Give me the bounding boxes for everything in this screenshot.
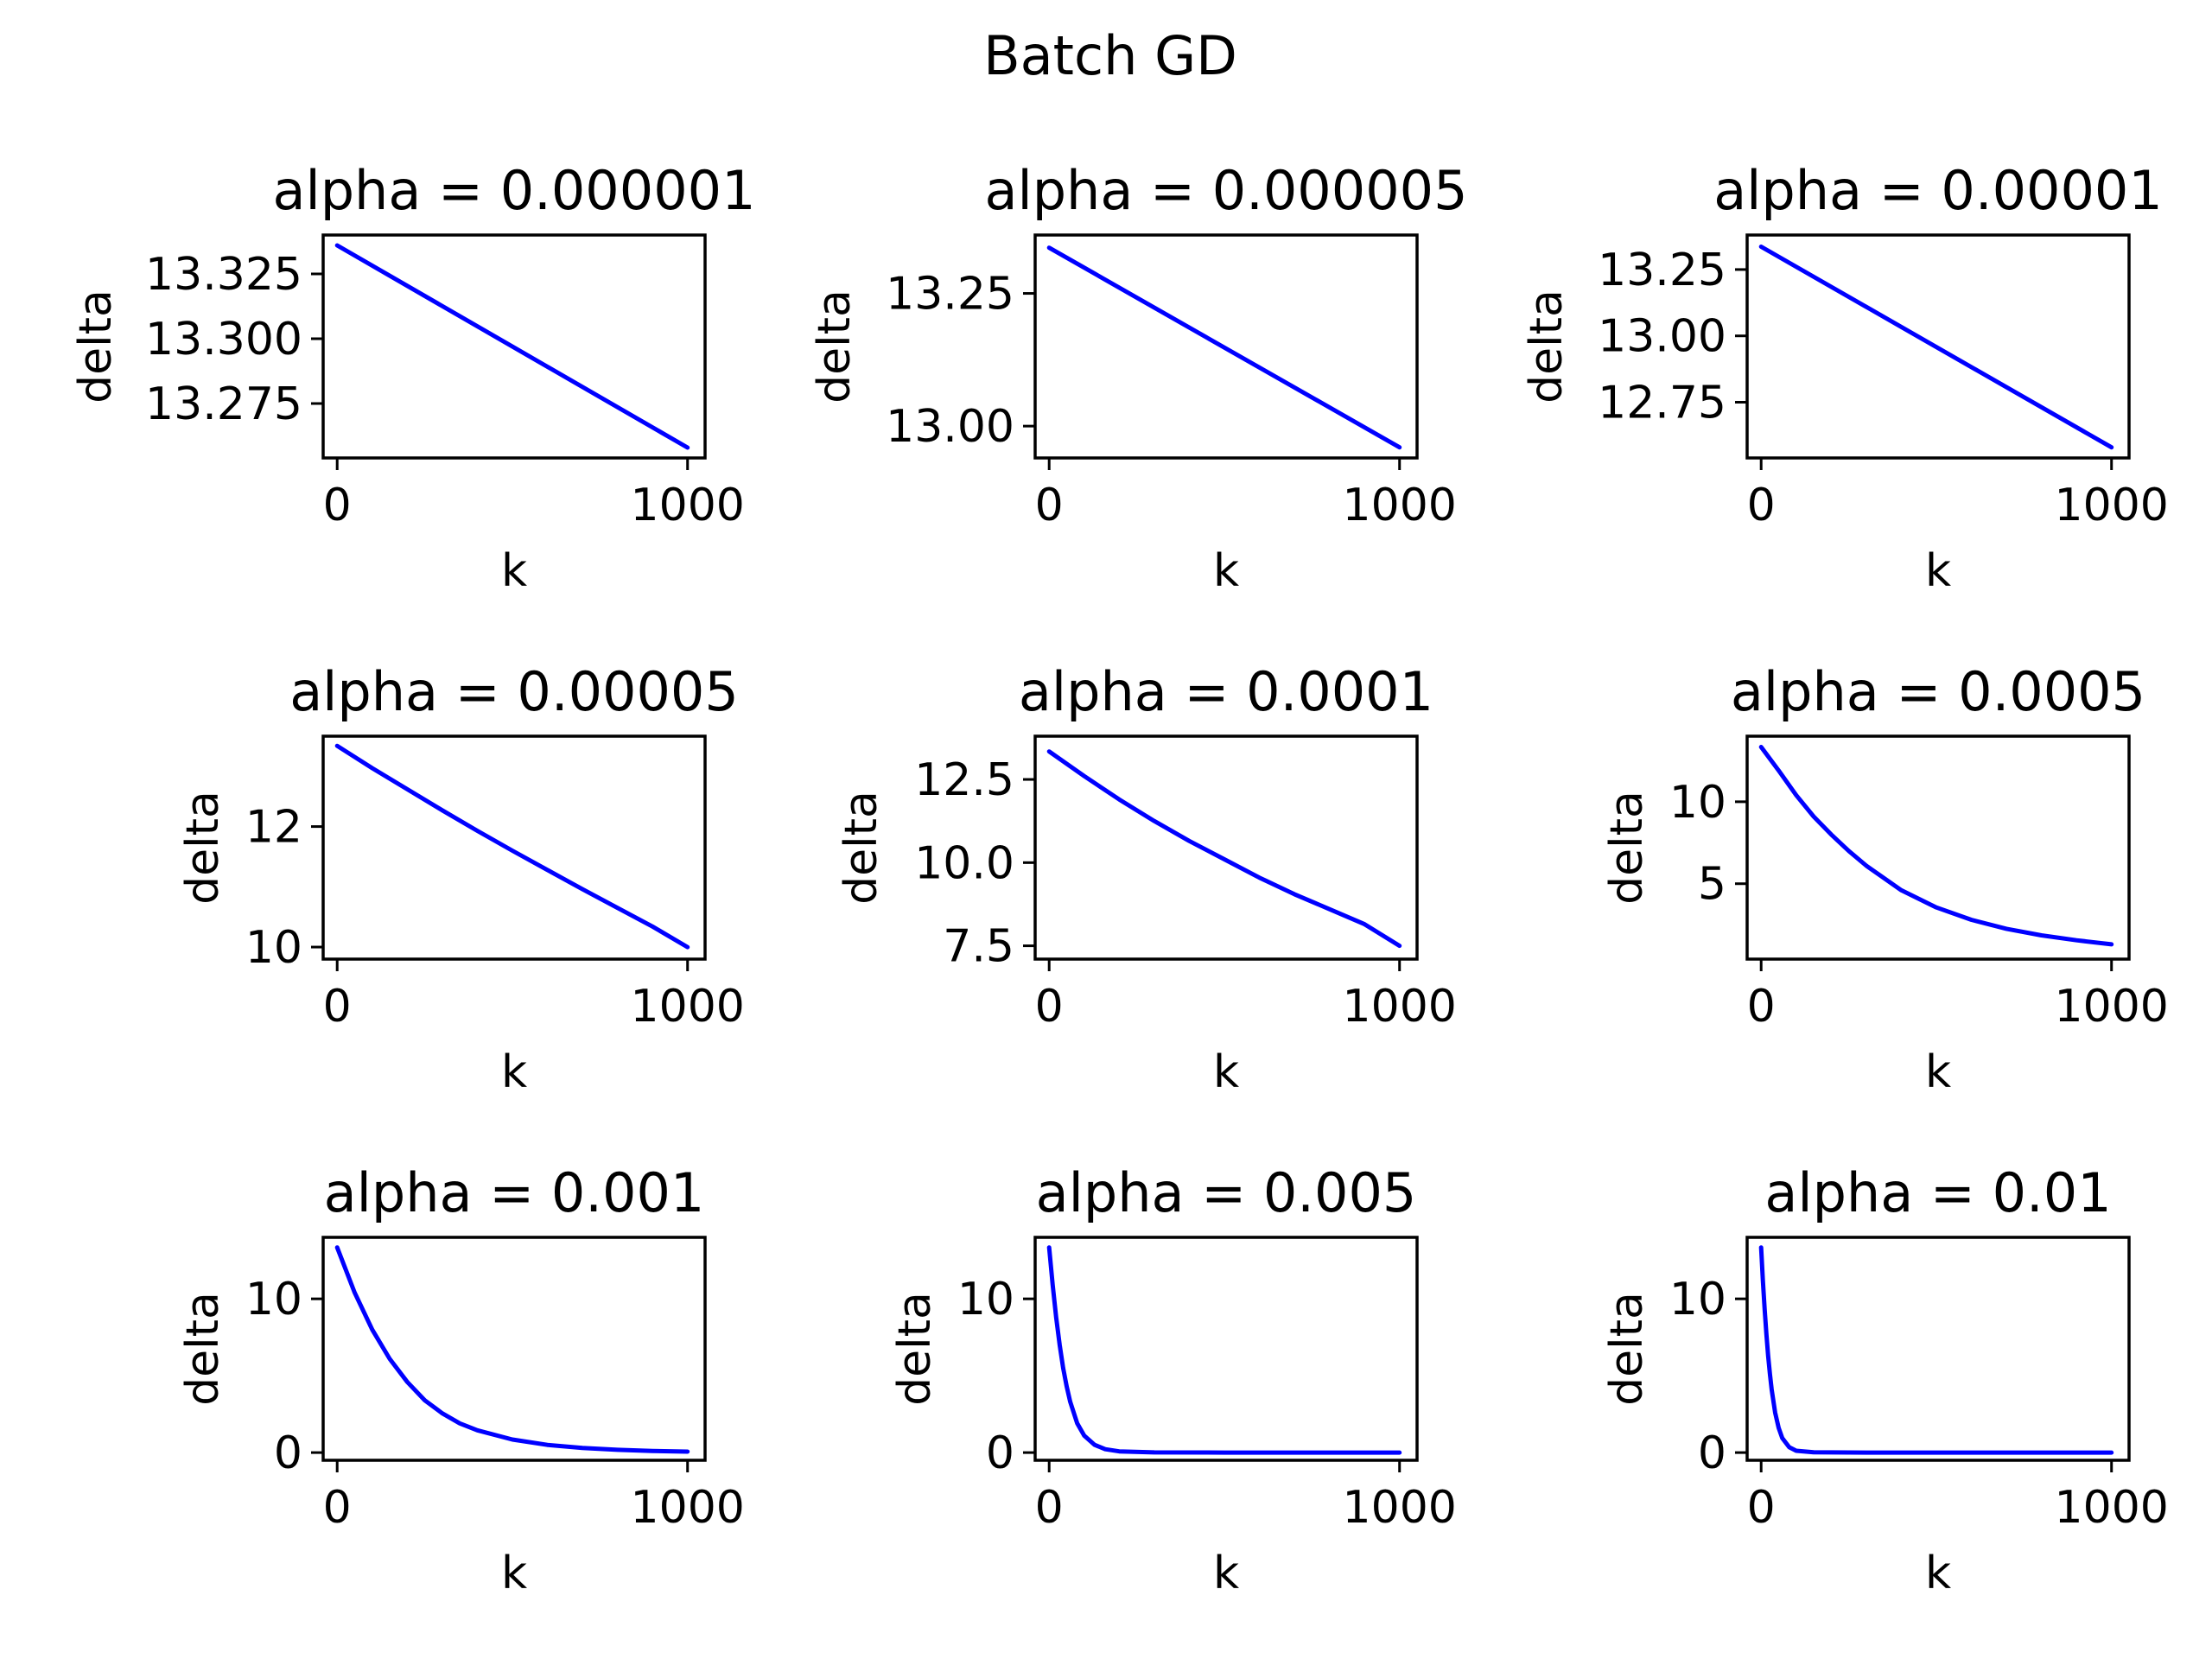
y-tick-label: 0 xyxy=(986,1427,1014,1479)
plot-frame xyxy=(1745,734,2131,961)
x-axis-label: k xyxy=(501,1548,527,1599)
plot-frame xyxy=(321,1236,707,1462)
y-tick-label: 12.5 xyxy=(914,754,1014,806)
x-axis-label: k xyxy=(1925,1046,1951,1098)
y-tick-label: 0 xyxy=(1698,1427,1726,1479)
subplot-4: alpha = 0.00005 0 1000 10 12 k delta xyxy=(177,660,745,1098)
x-axis-label: k xyxy=(1213,1548,1239,1599)
series-line xyxy=(1758,1245,2114,1455)
subplot-title: alpha = 0.00001 xyxy=(1713,159,2163,222)
y-axis-label: delta xyxy=(1601,1292,1653,1406)
x-axis-label: k xyxy=(1213,545,1239,597)
x-tick-label: 1000 xyxy=(631,981,745,1033)
x-tick-label: 0 xyxy=(1747,480,1776,531)
series-line xyxy=(1046,1245,1402,1455)
subplot-3: alpha = 0.00001 0 1000 12.75 13.00 13.25 k delt… xyxy=(1521,159,2169,597)
subplot-5: alpha = 0.0001 0 1000 7.5 10.0 12.5 k delta xyxy=(836,660,1457,1098)
y-axis-label: delta xyxy=(177,791,229,905)
x-axis-label: k xyxy=(501,1046,527,1098)
y-tick-label: 12 xyxy=(245,802,302,854)
figure-title: Batch GD xyxy=(983,24,1237,87)
plot-frame xyxy=(321,233,707,460)
x-axis-label: k xyxy=(501,545,527,597)
y-tick-label: 10 xyxy=(245,1274,302,1325)
y-tick-label: 13.275 xyxy=(145,378,302,430)
series-line xyxy=(334,743,690,950)
x-tick-label: 1000 xyxy=(1343,981,1457,1033)
x-tick-label: 0 xyxy=(323,981,352,1033)
x-axis-label: k xyxy=(1925,1548,1951,1599)
subplot-title: alpha = 0.0005 xyxy=(1731,660,2145,723)
subplot-8: alpha = 0.005 0 1000 0 10 k delta xyxy=(889,1161,1457,1599)
y-tick-label: 5 xyxy=(1698,859,1726,911)
y-axis-label: delta xyxy=(1601,791,1653,905)
x-tick-label: 0 xyxy=(1747,981,1776,1033)
x-tick-label: 1000 xyxy=(2055,480,2169,531)
plot-frame xyxy=(1745,1236,2131,1462)
series-line xyxy=(334,243,690,450)
y-tick-label: 13.00 xyxy=(1598,311,1726,363)
subplot-title: alpha = 0.001 xyxy=(324,1161,705,1224)
subplot-title: alpha = 0.0001 xyxy=(1019,660,1433,723)
plot-frame xyxy=(1033,1236,1419,1462)
y-tick-label: 10 xyxy=(245,922,302,974)
x-tick-label: 1000 xyxy=(631,480,745,531)
subplot-2: alpha = 0.000005 0 1000 13.00 13.25 k delta xyxy=(809,159,1468,597)
y-tick-label: 7.5 xyxy=(943,921,1014,973)
subplot-title: alpha = 0.01 xyxy=(1764,1161,2111,1224)
y-tick-label: 0 xyxy=(274,1427,302,1479)
x-tick-label: 0 xyxy=(323,1482,352,1534)
y-axis-label: delta xyxy=(70,289,122,404)
y-axis-label: delta xyxy=(889,1292,941,1406)
x-axis-label: k xyxy=(1213,1046,1239,1098)
y-tick-label: 13.25 xyxy=(886,269,1014,321)
y-tick-label: 13.25 xyxy=(1598,245,1726,296)
y-tick-label: 10.0 xyxy=(914,837,1014,889)
y-axis-label: delta xyxy=(1521,289,1573,404)
series-line xyxy=(334,1245,690,1454)
plot-frame xyxy=(1033,734,1419,961)
series-line xyxy=(1046,245,1402,450)
y-axis-label: delta xyxy=(836,791,887,905)
x-tick-label: 0 xyxy=(323,480,352,531)
y-axis-label: delta xyxy=(177,1292,229,1406)
y-tick-label: 10 xyxy=(1669,1274,1726,1325)
subplot-9: alpha = 0.01 0 1000 0 10 k delta xyxy=(1601,1161,2169,1599)
plot-frame xyxy=(321,734,707,961)
x-tick-label: 1000 xyxy=(1343,1482,1457,1534)
series-line xyxy=(1758,245,2114,450)
y-tick-label: 13.00 xyxy=(886,401,1014,453)
x-axis-label: k xyxy=(1925,545,1951,597)
y-tick-label: 10 xyxy=(957,1274,1014,1325)
series-line xyxy=(1758,745,2114,947)
y-axis-label: delta xyxy=(809,289,861,404)
y-tick-label: 10 xyxy=(1669,777,1726,829)
subplot-1: alpha = 0.000001 0 1000 13.275 13.300 13.325 k… xyxy=(70,159,756,597)
subplot-title: alpha = 0.005 xyxy=(1036,1161,1417,1224)
plot-frame xyxy=(1033,233,1419,460)
x-tick-label: 0 xyxy=(1747,1482,1776,1534)
x-tick-label: 0 xyxy=(1035,981,1064,1033)
x-tick-label: 1000 xyxy=(1343,480,1457,531)
y-tick-label: 13.300 xyxy=(145,314,302,365)
plot-frame xyxy=(1745,233,2131,460)
x-tick-label: 1000 xyxy=(2055,981,2169,1033)
y-tick-label: 13.325 xyxy=(145,249,302,301)
x-tick-label: 1000 xyxy=(2055,1482,2169,1534)
subplot-title: alpha = 0.000001 xyxy=(272,159,755,222)
x-tick-label: 0 xyxy=(1035,480,1064,531)
subplot-title: alpha = 0.00005 xyxy=(289,660,739,723)
x-tick-label: 0 xyxy=(1035,1482,1064,1534)
subplot-6: alpha = 0.0005 0 1000 5 10 k delta xyxy=(1601,660,2169,1098)
subplot-title: alpha = 0.000005 xyxy=(984,159,1467,222)
y-tick-label: 12.75 xyxy=(1598,378,1726,429)
subplot-7: alpha = 0.001 0 1000 0 10 k delta xyxy=(177,1161,745,1599)
series-line xyxy=(1046,749,1402,949)
x-tick-label: 1000 xyxy=(631,1482,745,1534)
